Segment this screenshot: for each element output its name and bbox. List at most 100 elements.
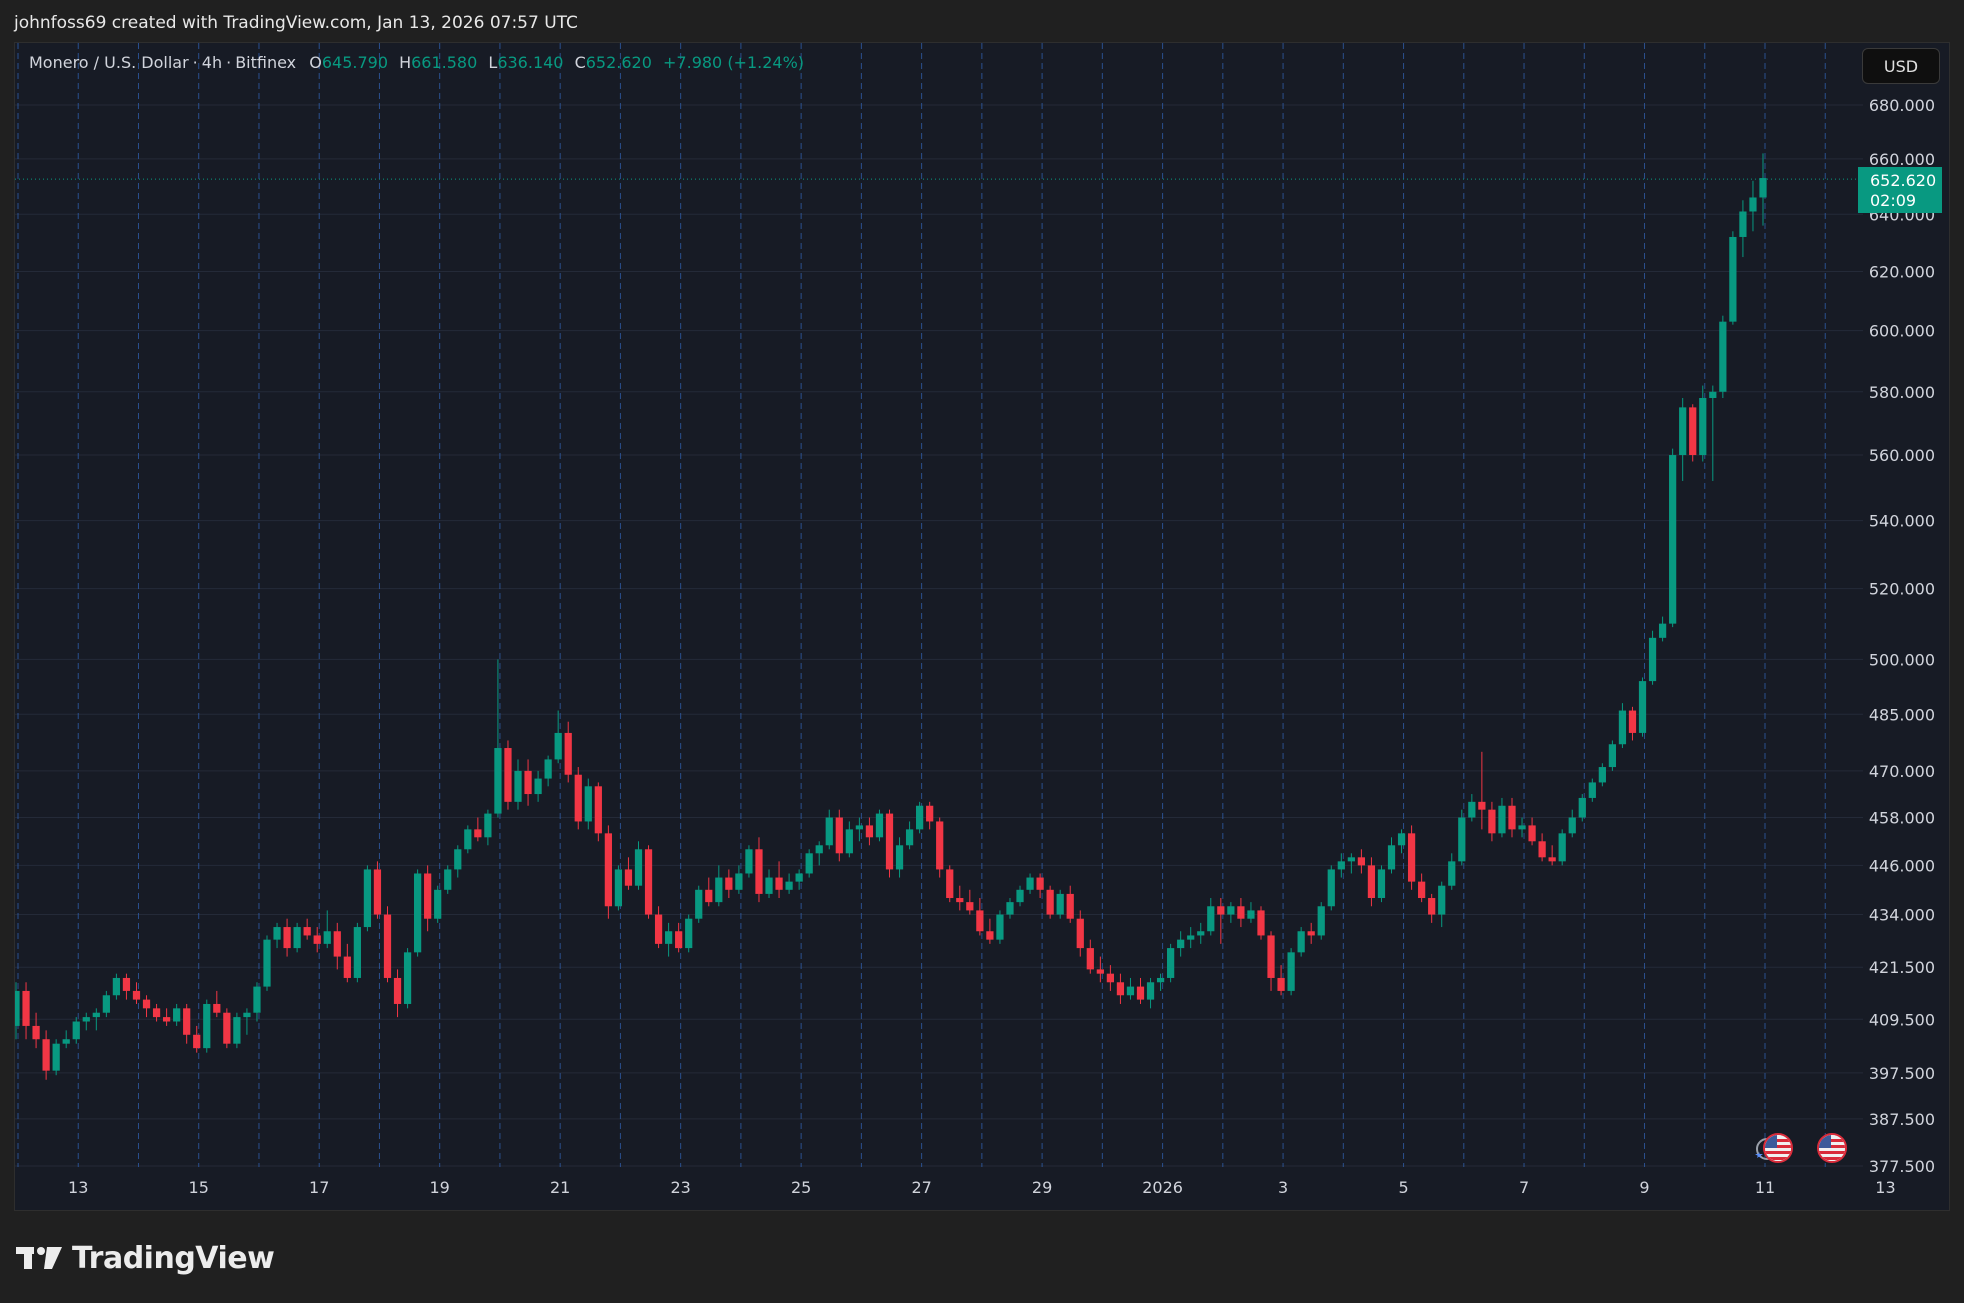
candle-body	[815, 845, 823, 854]
candle	[1568, 809, 1576, 838]
candle-body	[1197, 931, 1205, 936]
candle-body	[725, 877, 733, 890]
candle-body	[705, 889, 713, 903]
candle	[474, 817, 482, 842]
candle	[1076, 910, 1084, 957]
candle-body	[363, 869, 372, 928]
candle-body	[353, 927, 361, 978]
tradingview-logo[interactable]: TradingView	[16, 1238, 275, 1278]
candle-body	[1759, 178, 1767, 198]
candles	[15, 153, 1767, 1080]
candle	[604, 825, 612, 919]
candle-body	[233, 1017, 241, 1044]
candle-body	[92, 1012, 100, 1018]
us-flag-icon[interactable]	[1763, 1133, 1793, 1163]
candle-body	[785, 881, 793, 890]
candle-body	[1347, 857, 1355, 862]
candle	[343, 943, 351, 983]
candle-body	[1237, 906, 1245, 919]
candle-body	[735, 873, 743, 890]
time-tick-label: 9	[1639, 1178, 1649, 1197]
candle-body	[42, 1039, 50, 1071]
chart-pane[interactable]: 680.000 660.000 640.000 620.000 600.000 580.0…	[14, 42, 1950, 1211]
candle-body	[464, 829, 472, 850]
candle	[52, 1039, 60, 1076]
legend-change: +7.980 (+1.24%)	[663, 53, 805, 72]
time-tick-label: 7	[1519, 1178, 1529, 1197]
legend-low-label: L	[488, 53, 498, 72]
candle-body	[1327, 869, 1335, 907]
candle	[122, 973, 131, 1000]
candle	[152, 1003, 161, 1022]
candle	[594, 782, 602, 842]
time-tick-label: 15	[189, 1178, 209, 1197]
candle	[454, 845, 462, 878]
candle	[112, 973, 121, 1000]
candle-body	[1598, 767, 1606, 783]
candle	[574, 767, 582, 830]
price-tick-label: 377.500	[1869, 1157, 1935, 1176]
legend-symbol[interactable]: Monero / U.S. Dollar	[29, 53, 189, 72]
legend-high-label: H	[399, 53, 412, 72]
candle-body	[413, 873, 422, 953]
candle-body	[1096, 969, 1104, 974]
candle	[705, 877, 713, 907]
candle-body	[1719, 321, 1727, 392]
time-axis: 13 15 17 19 21 23 25 27 29 2026 3 5 7 9 11 13	[68, 1178, 1896, 1197]
candle	[1458, 809, 1466, 866]
candle	[956, 885, 964, 911]
candle-body	[1106, 973, 1114, 983]
candle	[363, 865, 372, 932]
candle	[745, 845, 753, 878]
candlestick-chart[interactable]: 680.000660.000640.000620.000600.000580.0…	[15, 43, 1949, 1210]
candle-body	[966, 902, 974, 911]
candle-body	[1026, 877, 1034, 890]
candle-body	[564, 732, 572, 775]
candle-body	[825, 817, 833, 846]
candle-body	[1448, 861, 1456, 886]
candle	[1508, 797, 1516, 838]
candle-body	[102, 995, 110, 1013]
candle-body	[1247, 910, 1255, 919]
candle-body	[494, 748, 502, 814]
time-tick-label: 19	[430, 1178, 450, 1197]
candle	[383, 906, 392, 983]
candle-body	[1056, 893, 1064, 915]
candle-body	[1086, 948, 1094, 970]
candle	[1689, 404, 1697, 462]
candle	[1156, 973, 1165, 991]
candle	[1729, 231, 1737, 325]
candle	[1538, 833, 1546, 862]
candle	[1468, 794, 1476, 822]
candle-body	[1297, 931, 1305, 953]
candle	[1086, 939, 1094, 974]
candle-body	[484, 813, 492, 838]
legend-interval[interactable]: 4h	[201, 53, 223, 72]
currency-button[interactable]: USD	[1862, 48, 1940, 84]
candle	[102, 990, 110, 1018]
candle-body	[424, 873, 432, 919]
candle-body	[1187, 935, 1195, 940]
candle	[1699, 385, 1707, 462]
candle-body	[1578, 797, 1586, 818]
candle-body	[1438, 885, 1446, 915]
legend-exchange: Bitfinex	[235, 53, 297, 72]
session-break-lines	[17, 43, 1826, 1167]
candle-body	[1156, 977, 1165, 983]
candle-body	[1749, 197, 1757, 212]
price-tick-label: 397.500	[1869, 1064, 1935, 1083]
us-flag-icon[interactable]	[1817, 1133, 1847, 1163]
candle	[223, 1008, 231, 1049]
candle	[584, 778, 592, 830]
legend-close: 652.620	[585, 53, 652, 72]
candle-body	[1669, 455, 1677, 624]
candle-body	[594, 786, 602, 834]
candle	[424, 865, 432, 932]
candle-body	[765, 877, 773, 894]
candle-body	[253, 986, 261, 1013]
candle	[263, 935, 271, 991]
candle-body	[203, 1003, 211, 1049]
attribution-header: johnfoss69 created with TradingView.com,…	[14, 13, 578, 33]
candle	[484, 809, 492, 846]
candle	[1648, 630, 1657, 685]
